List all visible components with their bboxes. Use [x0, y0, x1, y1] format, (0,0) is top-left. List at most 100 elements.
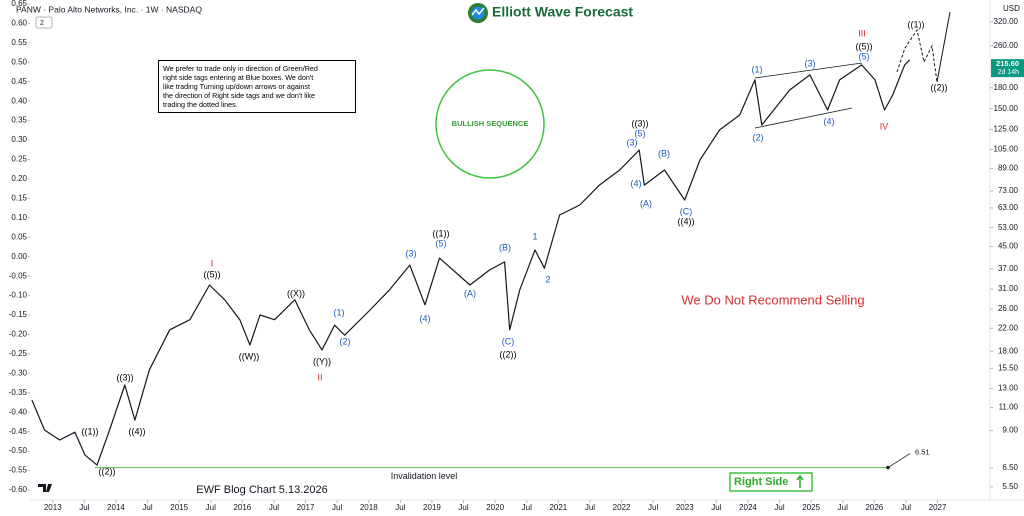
y2-tick-label: 22.00	[998, 323, 1019, 332]
note-line: right side tags entering at Blue boxes. …	[163, 73, 314, 82]
wave-label: (B)	[658, 148, 670, 158]
y-tick-label: 0.45	[11, 77, 27, 86]
wave-label: 2	[545, 274, 550, 284]
y2-tick-label: 53.00	[998, 223, 1019, 232]
y2-tick-label: 5.50	[1002, 482, 1018, 491]
channel-upper	[754, 62, 863, 79]
right-side-box	[729, 472, 813, 492]
wave-label: ((4))	[129, 426, 146, 436]
wave-label: ((Y))	[313, 356, 331, 366]
wave-label: (A)	[464, 288, 476, 298]
y-tick-label: 0.65	[11, 0, 27, 8]
wave-label: (4)	[420, 313, 431, 323]
y-tick-label: 0.35	[11, 116, 27, 125]
wave-label: ((1))	[433, 228, 450, 238]
y2-tick-label: 13.00	[998, 384, 1019, 393]
logo-text: Elliott Wave Forecast	[492, 4, 633, 20]
x-tick-label: Jul	[395, 503, 405, 512]
wave-label: (5)	[436, 238, 447, 248]
y-tick-label: 0.05	[11, 232, 27, 241]
wave-label: (5)	[859, 51, 870, 61]
y-tick-label: 0.00	[11, 252, 27, 261]
x-tick-label: Jul	[901, 503, 911, 512]
invalidation-value: 6.51	[915, 448, 930, 457]
wave-label: (C)	[502, 336, 515, 346]
y-tick-label: 0.55	[11, 38, 27, 47]
right-side-arrow	[796, 474, 804, 488]
wave-label: ((5))	[856, 41, 873, 51]
y-tick-label: -0.20	[9, 330, 28, 339]
y-tick-label: -0.10	[9, 291, 28, 300]
wave-label: ((2))	[99, 466, 116, 476]
badge: 2	[40, 20, 44, 27]
y-tick-label: 0.40	[11, 96, 27, 105]
x-tick-label: Jul	[79, 503, 89, 512]
wave-label: ((5))	[204, 269, 221, 279]
y2-tick-label: 9.00	[1002, 426, 1018, 435]
wave-label: 1	[532, 231, 537, 241]
y2-tick-label: 150.00	[994, 104, 1019, 113]
y2-tick-label: 6.50	[1002, 463, 1018, 472]
x-tick-label: 2021	[549, 503, 567, 512]
y-tick-label: -0.55	[9, 466, 28, 475]
wave-label: (5)	[635, 128, 646, 138]
wave-label: ((2))	[931, 82, 948, 92]
y2-tick-label: 125.00	[994, 125, 1019, 134]
wave-label: II	[317, 372, 322, 382]
bullish-label: BULLISH SEQUENCE	[452, 119, 529, 128]
wave-label: (4)	[824, 116, 835, 126]
y-tick-label: -0.45	[9, 427, 28, 436]
wave-label: ((3))	[117, 372, 134, 382]
x-tick-label: Jul	[711, 503, 721, 512]
y2-tick-label: 15.50	[998, 363, 1019, 372]
current-price-tag	[991, 59, 1024, 78]
x-tick-label: 2019	[423, 503, 441, 512]
wave-label: (1)	[334, 307, 345, 317]
wave-label: (B)	[499, 242, 511, 252]
invalidation-label: Invalidation level	[391, 471, 458, 481]
wave-label: ((4))	[678, 216, 695, 226]
wave-label: (A)	[640, 198, 652, 208]
x-tick-label: 2017	[297, 503, 315, 512]
y2-tick-label: 37.00	[998, 264, 1019, 273]
x-tick-label: 2015	[170, 503, 188, 512]
note-line: We prefer to trade only in direction of …	[163, 64, 318, 73]
bullish-circle	[435, 69, 545, 179]
note-line: trading the dotted lines.	[163, 100, 238, 109]
x-tick-label: Jul	[458, 503, 468, 512]
y2-tick-label: 320.00	[994, 17, 1019, 26]
wave-label: ((3))	[632, 118, 649, 128]
x-tick-label: 2020	[486, 503, 504, 512]
wave-label: (3)	[406, 248, 417, 258]
x-tick-label: 2026	[865, 503, 883, 512]
warning-text: We Do Not Recommend Selling	[681, 292, 864, 307]
wave-label: ((1))	[908, 19, 925, 29]
y2-tick-label: 45.00	[998, 241, 1019, 250]
wave-label: I	[211, 258, 214, 268]
wave-label: (4)	[631, 178, 642, 188]
y-tick-label: 0.20	[11, 174, 27, 183]
currency-label: USD	[1003, 4, 1020, 13]
y2-tick-label: 18.00	[998, 346, 1019, 355]
channel-lower	[754, 107, 853, 129]
price-line	[31, 59, 911, 466]
y-tick-label: 0.60	[11, 19, 27, 28]
x-tick-label: Jul	[269, 503, 279, 512]
x-tick-label: 2024	[739, 503, 757, 512]
tv-logo	[38, 484, 52, 492]
x-tick-label: 2016	[233, 503, 251, 512]
y-tick-label: -0.50	[9, 446, 28, 455]
y2-tick-label: 26.00	[998, 304, 1019, 313]
wave-label: (2)	[753, 132, 764, 142]
y-tick-label: -0.05	[9, 271, 28, 280]
x-tick-label: Jul	[648, 503, 658, 512]
wave-label: IV	[880, 121, 889, 131]
y-tick-label: -0.30	[9, 368, 28, 377]
y-tick-label: 0.10	[11, 213, 27, 222]
y2-tick-label: 31.00	[998, 284, 1019, 293]
footer-text: EWF Blog Chart 5.13.2026	[196, 484, 327, 496]
y2-tick-label: 73.00	[998, 186, 1019, 195]
